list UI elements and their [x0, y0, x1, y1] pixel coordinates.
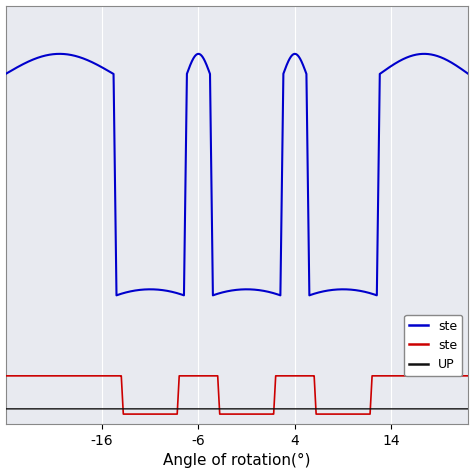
X-axis label: Angle of rotation(°): Angle of rotation(°) [163, 454, 311, 468]
Legend: ste, ste, UP: ste, ste, UP [404, 315, 462, 376]
